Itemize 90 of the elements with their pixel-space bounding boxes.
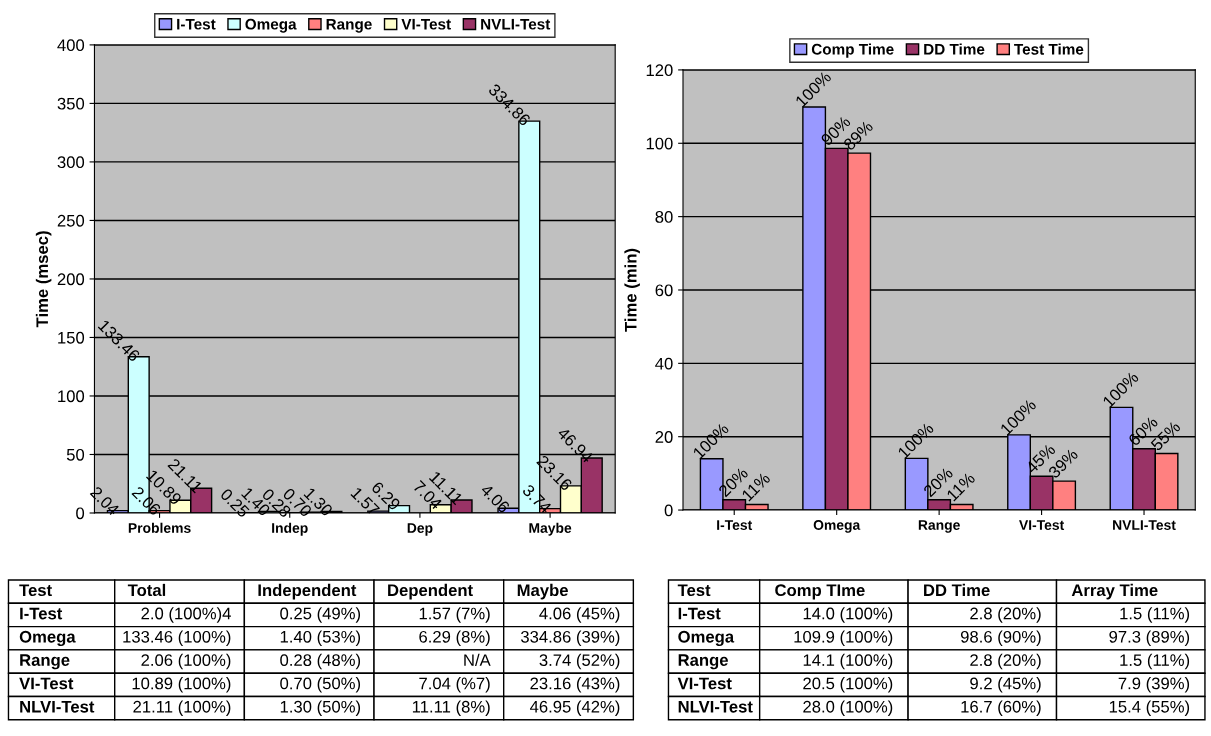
category-label: Range: [678, 654, 728, 670]
y-tick-label: 150: [58, 331, 85, 344]
legend-label: DD Time: [924, 43, 985, 55]
text: 2.8 (20%): [970, 607, 1041, 623]
legend-label: NVLI-Test: [481, 18, 551, 30]
x-tick-label: VI-Test: [1019, 520, 1065, 530]
text: 109.9 (100%): [794, 630, 893, 646]
text: 23.16 (43%): [530, 677, 620, 693]
text: 97.3 (89%): [1109, 630, 1190, 646]
text: 4.06 (45%): [539, 607, 620, 623]
text: 7.04 (%7): [419, 677, 490, 693]
text: 46.95 (42%): [529, 700, 620, 716]
text: 11.11 (8%): [412, 700, 490, 716]
x-tick-label: Range: [918, 520, 960, 533]
text: 14.0 (100%): [803, 607, 893, 623]
category-label: I-Test: [678, 607, 721, 620]
y-tick-label: 120: [646, 64, 673, 77]
y-tick-label: 60: [655, 284, 673, 297]
legend-label: Omega: [245, 18, 297, 33]
text: 2.8 (20%): [970, 653, 1041, 670]
x-tick-label: Dep: [407, 523, 433, 536]
y-tick-label: 50: [66, 448, 85, 461]
x-tick-label: I-Test: [717, 520, 753, 530]
text: 21.11 (100%): [133, 700, 231, 716]
category-label: Comp TIme: [775, 584, 865, 600]
text: 15.4 (55%): [1109, 700, 1190, 716]
category-label: Dependent: [388, 583, 473, 600]
x-tick-label: Indep: [272, 522, 308, 536]
category-label: Maybe: [517, 583, 568, 600]
x-tick-label: Problems: [128, 522, 191, 533]
text: 1.30 (50%): [280, 700, 361, 716]
text: 98.6 (90%): [960, 630, 1041, 646]
text: 0.28 (48%): [280, 653, 361, 670]
text: 28.0 (100%): [803, 700, 893, 716]
text: 2.0 (100%)4: [141, 607, 231, 623]
y-tick-label: 0: [76, 507, 85, 520]
category-label: NLVI-Test: [20, 701, 95, 713]
text: 1.57 (7%): [419, 607, 490, 623]
category-label: Independent: [258, 583, 357, 600]
text: N/A: [464, 653, 491, 667]
text: 133.46 (100%): [123, 630, 231, 646]
text: 3.74 (52%): [539, 653, 620, 670]
legend-label: Range: [326, 18, 372, 33]
x-tick-label: Omega: [813, 520, 861, 533]
text: 10.89 (100%): [132, 677, 231, 693]
text: 6.29 (8%): [419, 630, 490, 646]
legend-label: VI-Test: [401, 18, 451, 30]
y-tick-label: 20: [655, 431, 673, 443]
category-label: DD Time: [924, 583, 990, 597]
text: 7.9 (39%): [1118, 677, 1190, 693]
text: 0.25 (49%): [280, 607, 361, 623]
text: 1.40 (53%): [280, 630, 361, 646]
y-axis-title: Time (min): [624, 248, 640, 332]
category-label: Omega: [19, 630, 76, 646]
category-label: I-Test: [20, 607, 63, 620]
x-tick-label: Maybe: [529, 522, 572, 536]
category-label: NLVI-Test: [678, 701, 753, 713]
text: 1.5 (11%): [1120, 653, 1190, 670]
text: 334.86 (39%): [520, 630, 620, 646]
y-axis-title: Time (msec): [35, 231, 52, 328]
y-tick-label: 0: [664, 504, 673, 517]
text: 16.7 (60%): [961, 700, 1041, 716]
category-label: Omega: [678, 630, 735, 646]
y-tick-label: 300: [57, 156, 85, 169]
text: 14.1 (100%): [803, 653, 893, 670]
text: 2.06 (100%): [141, 653, 231, 670]
legend-label: I-Test: [177, 18, 216, 30]
y-tick-label: 350: [57, 97, 85, 110]
x-tick-label: NVLI-Test: [1113, 520, 1176, 530]
category-label: Range: [20, 654, 70, 670]
category-label: VI-Test: [677, 677, 732, 690]
text: Test: [677, 584, 711, 597]
legend-label: Test Time: [1014, 43, 1084, 55]
legend-label: Comp Time: [811, 43, 894, 58]
text: 20.5 (100%): [803, 677, 893, 693]
text: 9.2 (45%): [970, 677, 1041, 693]
y-tick-label: 100: [58, 390, 85, 403]
y-tick-label: 250: [57, 214, 85, 227]
y-tick-label: 200: [57, 273, 85, 286]
category-label: Array Time: [1071, 583, 1158, 600]
data-label: 4.06: [479, 483, 511, 514]
y-tick-label: 400: [57, 39, 85, 52]
category-label: VI-Test: [19, 677, 74, 690]
y-tick-label: 80: [655, 211, 673, 223]
y-tick-label: 100: [646, 137, 673, 150]
text: Test: [19, 584, 52, 597]
text: 1.5 (11%): [1120, 607, 1190, 623]
category-label: Total: [127, 583, 166, 597]
text: 0.70 (50%): [280, 677, 361, 693]
y-tick-label: 40: [655, 357, 673, 370]
